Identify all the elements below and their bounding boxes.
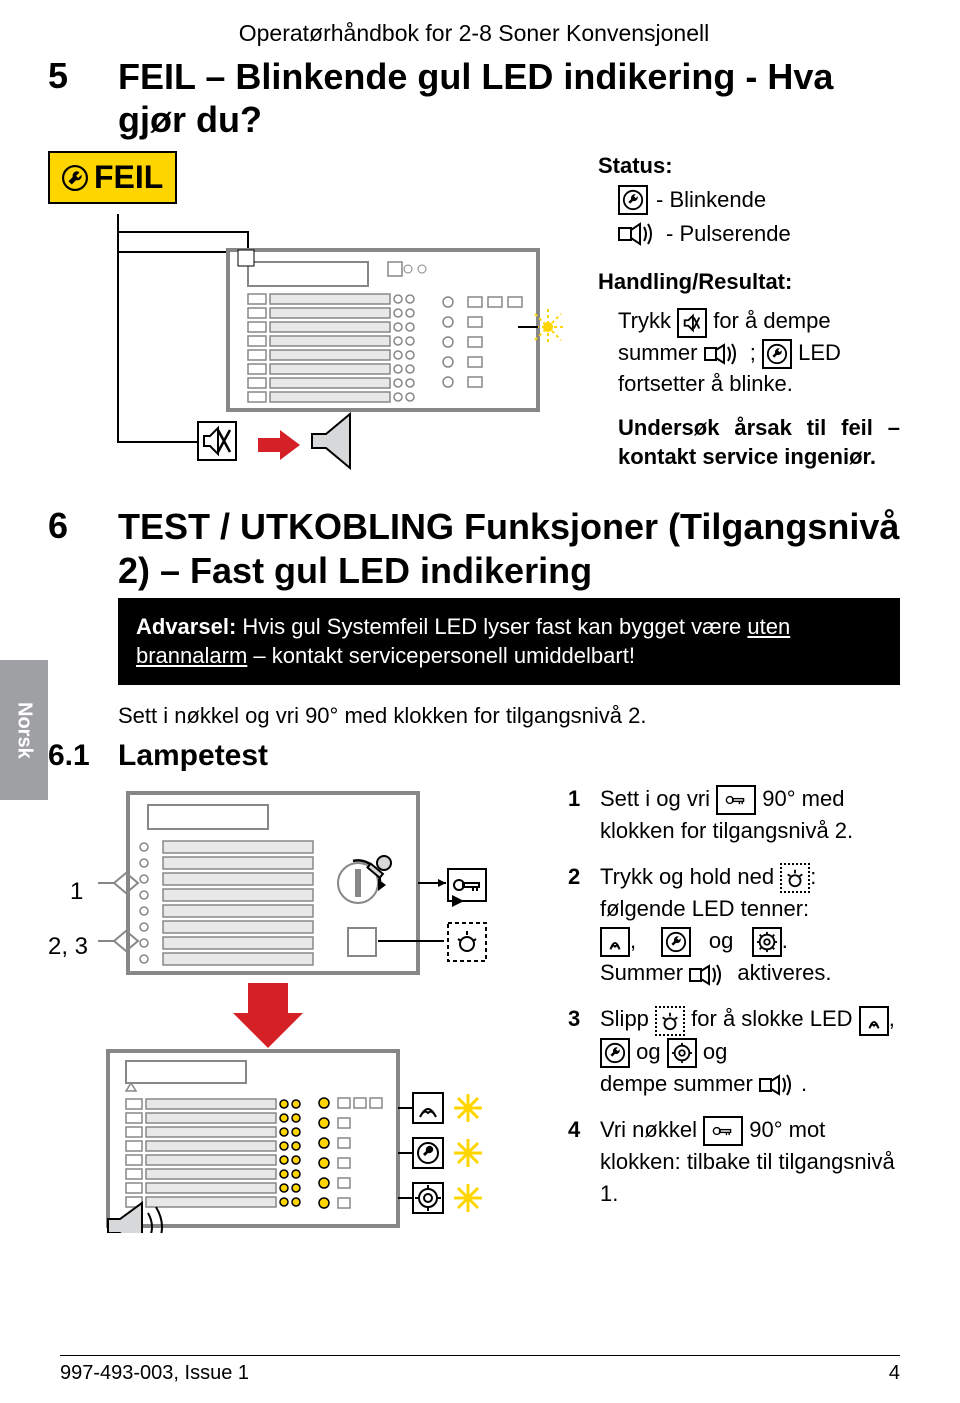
lampetest-diagram: 1 2, 3 <box>48 783 538 1238</box>
section-61-heading: 6.1 Lampetest <box>48 739 900 773</box>
step-3-num: 3 <box>568 1003 590 1099</box>
section-5-title: FEIL – Blinkende gul LED indikering - Hv… <box>118 55 900 141</box>
warning-box: Advarsel: Hvis gul Systemfeil LED lyser … <box>118 598 900 685</box>
key-icon <box>703 1116 743 1146</box>
footer-left: 997-493-003, Issue 1 <box>60 1362 249 1385</box>
section-6-instruction: Sett i nøkkel og vri 90° med klokken for… <box>118 703 900 729</box>
action-label: Handling/Resultat: <box>598 267 900 297</box>
action-2b: ; <box>750 340 756 365</box>
section-61-num: 6.1 <box>48 739 118 773</box>
step-3e: og <box>703 1039 727 1064</box>
fire-icon <box>600 927 630 957</box>
step-2a: Trykk og hold ned <box>600 864 774 889</box>
section-6-title: TEST / UTKOBLING Funksjoner (Tilgangsniv… <box>118 505 900 591</box>
status-pulse: - Pulserende <box>666 219 791 249</box>
step-2g: aktiveres. <box>737 960 831 985</box>
mute-icon <box>677 308 707 338</box>
lamp-test-icon <box>655 1006 685 1036</box>
feil-text: FEIL <box>94 159 163 196</box>
footer-right: 4 <box>889 1362 900 1385</box>
section-5-content: FEIL <box>48 151 900 487</box>
step-label-23: 2, 3 <box>48 933 88 961</box>
lampetest-svg <box>48 783 538 1233</box>
section-6-heading: 6 TEST / UTKOBLING Funksjoner (Tilgangsn… <box>48 505 900 591</box>
key-icon <box>716 785 756 815</box>
fire-icon <box>859 1006 889 1036</box>
gear-icon <box>667 1038 697 1068</box>
step-4a: Vri nøkkel <box>600 1117 697 1142</box>
section-5-heading: 5 FEIL – Blinkende gul LED indikering - … <box>48 55 900 141</box>
warning-text-1: Hvis gul Systemfeil LED lyser fast kan b… <box>242 614 741 639</box>
lamp-test-icon <box>780 863 810 893</box>
lampetest-steps: 1 Sett i og vri 90° med klokken for tilg… <box>568 783 900 1238</box>
section-5-num: 5 <box>48 55 118 97</box>
step-2d: og <box>709 928 733 953</box>
wrench-icon <box>618 185 648 215</box>
action-2a: summer <box>618 340 697 365</box>
step-3a: Slipp <box>600 1006 649 1031</box>
step-3f: dempe summer <box>600 1071 753 1096</box>
step-3c: , <box>889 1006 895 1031</box>
step-3d: og <box>636 1039 660 1064</box>
section-5-diagram: FEIL <box>48 151 578 487</box>
step-1a: Sett i og vri <box>600 786 710 811</box>
wrench-icon <box>62 165 88 191</box>
step-3g: . <box>801 1071 807 1096</box>
section-61-title: Lampetest <box>118 739 268 773</box>
step-2f: Summer <box>600 960 683 985</box>
feil-label: FEIL <box>48 151 177 204</box>
action-3: fortsetter å blinke. <box>618 369 900 399</box>
wrench-icon <box>661 927 691 957</box>
sounder-icon <box>759 1073 801 1097</box>
sounder-icon <box>689 963 731 987</box>
step-2-num: 2 <box>568 861 590 989</box>
sounder-icon <box>704 342 744 366</box>
step-label-1: 1 <box>70 878 83 906</box>
warning-label: Advarsel: <box>136 614 236 639</box>
step-3b: for å slokke LED <box>691 1006 852 1031</box>
sounder-icon <box>618 221 658 247</box>
section-6-num: 6 <box>48 505 118 547</box>
status-label: Status: <box>598 151 900 181</box>
wrench-icon <box>600 1038 630 1068</box>
lampetest-content: 1 2, 3 <box>48 783 900 1238</box>
gear-icon <box>752 927 782 957</box>
action-2c: LED <box>798 340 841 365</box>
language-tab: Norsk <box>0 660 48 800</box>
status-blink: - Blinkende <box>656 185 766 215</box>
action-4: Undersøk årsak til feil – kontakt servic… <box>618 413 900 472</box>
step-2c: , <box>630 928 636 953</box>
step-4-num: 4 <box>568 1114 590 1210</box>
action-1b: for å dempe <box>713 308 830 333</box>
section-5-text: Status: - Blinkende - Pulserende Handlin… <box>598 151 900 487</box>
step-2e: . <box>782 928 788 953</box>
step-1-num: 1 <box>568 783 590 847</box>
wrench-icon <box>762 339 792 369</box>
page-header: Operatørhåndbok for 2-8 Soner Konvensjon… <box>48 20 900 47</box>
warning-text-2: – kontakt servicepersonell umiddelbart! <box>253 643 635 668</box>
panel-diagram-top <box>48 212 568 482</box>
action-1a: Trykk <box>618 308 671 333</box>
footer: 997-493-003, Issue 1 4 <box>60 1355 900 1385</box>
